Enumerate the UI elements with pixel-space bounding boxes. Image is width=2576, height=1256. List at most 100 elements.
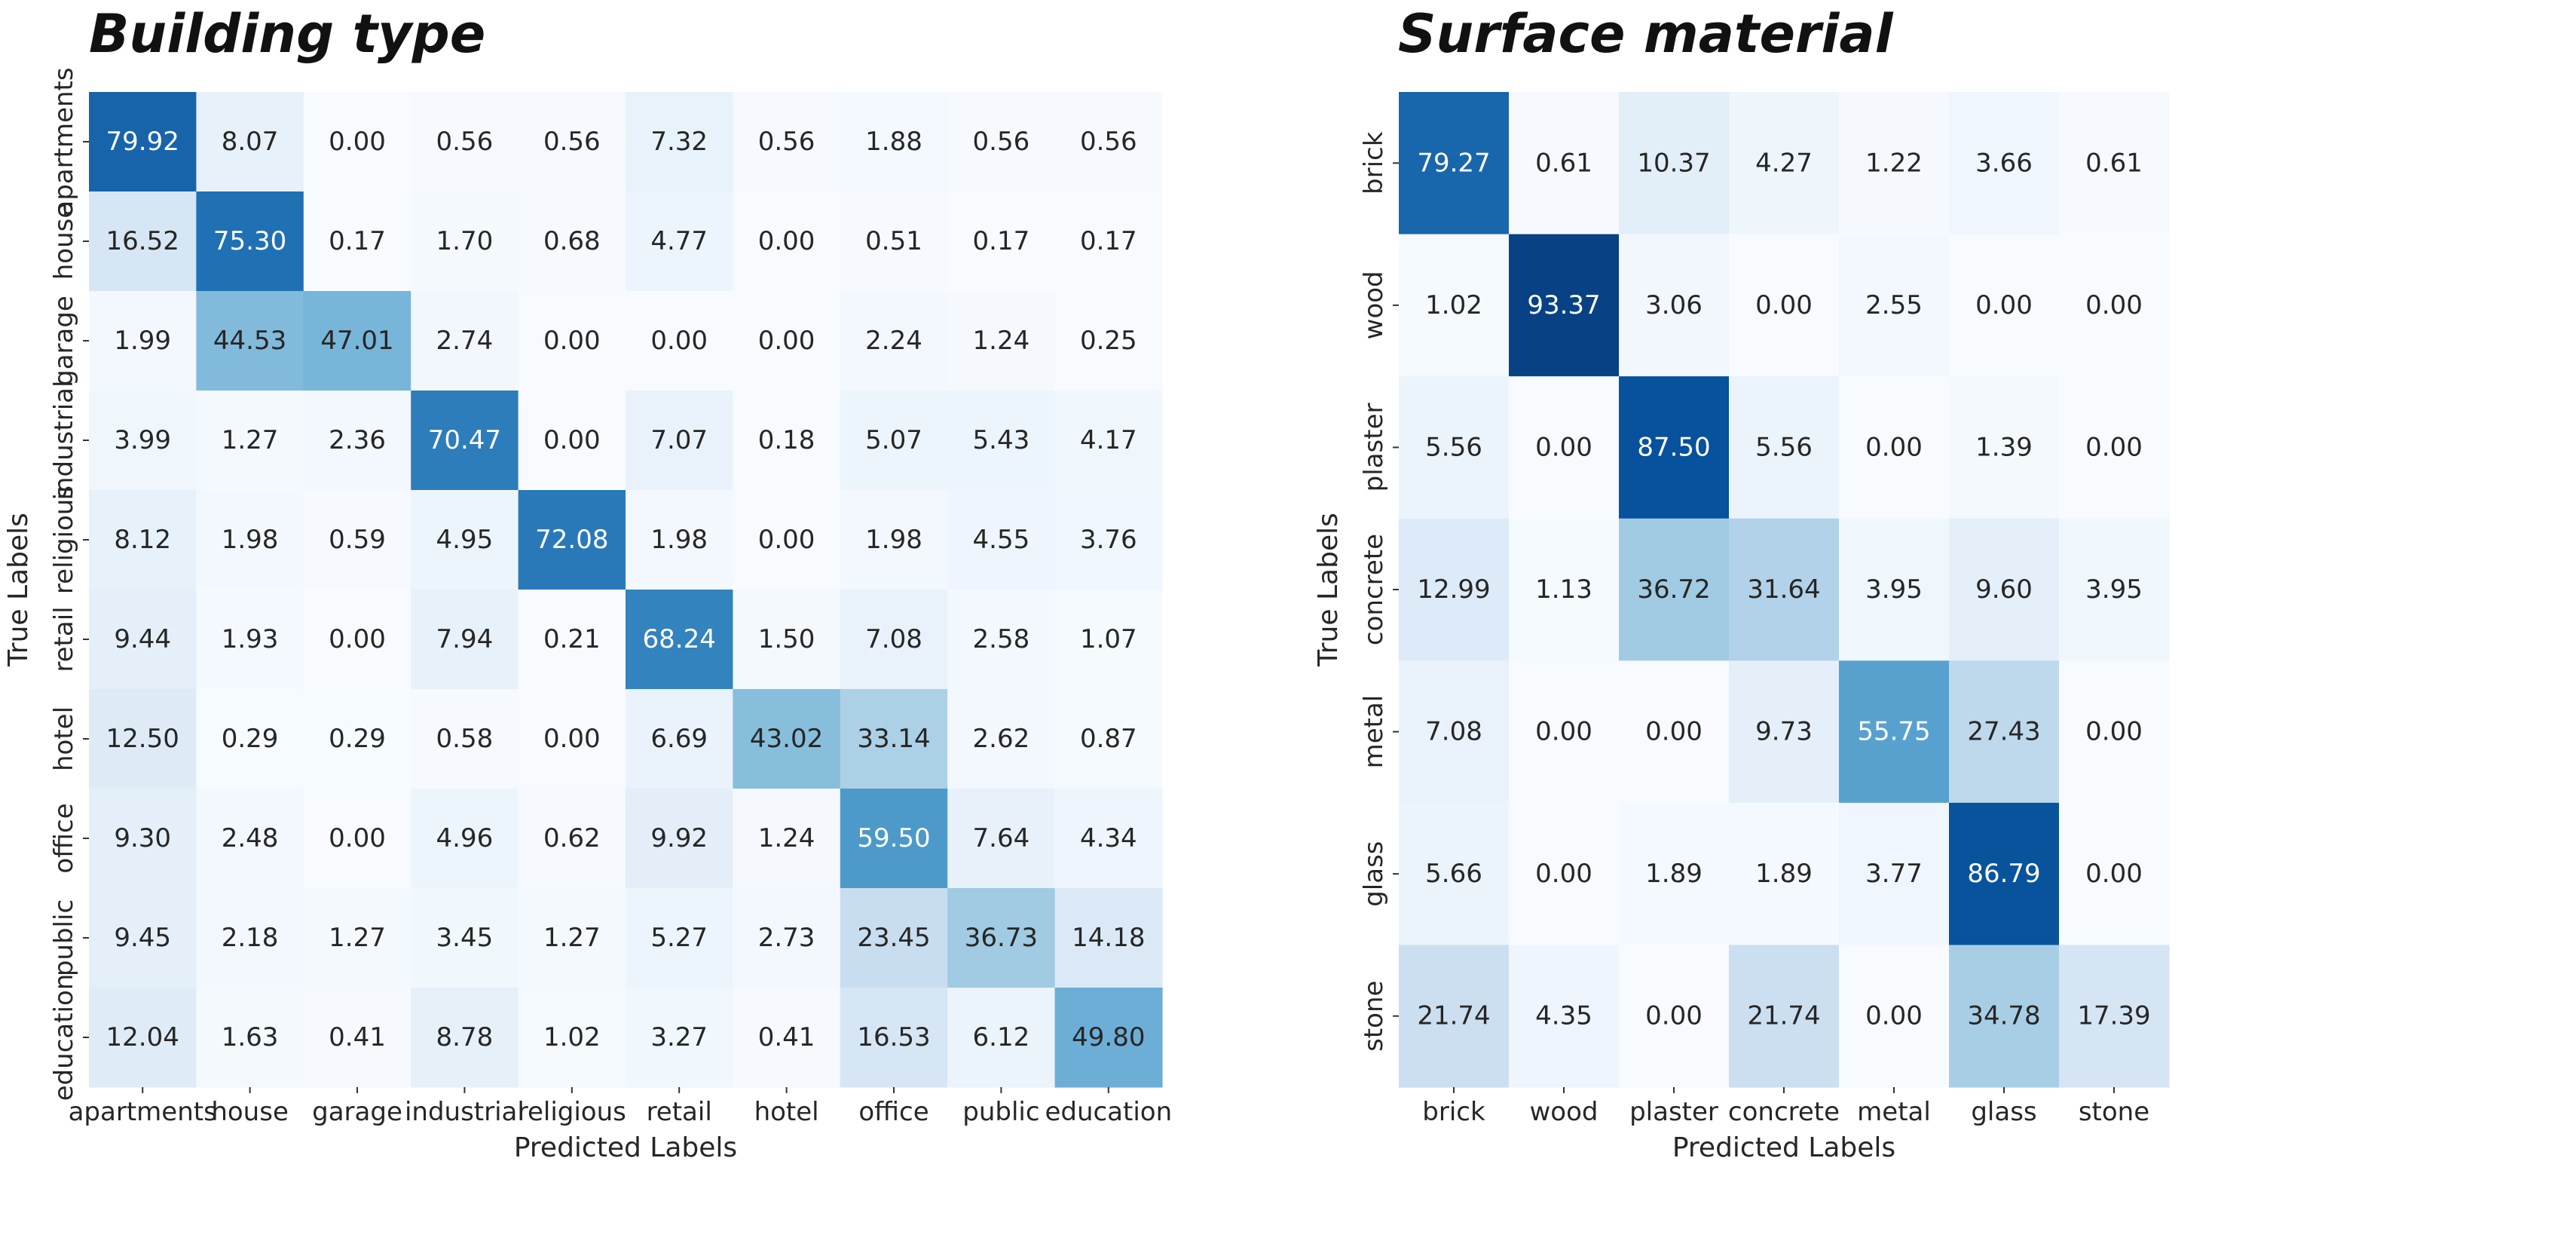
cell-value-label: 31.64 — [1747, 574, 1820, 605]
cell-value-label: 0.00 — [329, 624, 386, 654]
cell-stone-plaster — [1619, 945, 1730, 1088]
cell-value-label: 2.48 — [222, 823, 279, 853]
cell-religious-garage — [303, 490, 411, 590]
cell-office-education — [1054, 789, 1163, 889]
cell-hotel-house — [196, 689, 304, 789]
cell-industrial-apartments — [89, 391, 197, 491]
cell-plaster-glass — [1949, 376, 2060, 519]
cell-value-label: 10.37 — [1637, 148, 1710, 178]
cell-value-label: 0.59 — [329, 525, 386, 555]
y-tick-label-apartments: apartments — [49, 67, 79, 216]
x-tick-label-religious: religious — [518, 1097, 626, 1127]
cell-value-label: 0.25 — [1080, 326, 1137, 356]
cell-retail-garage — [303, 590, 411, 690]
cell-value-label: 0.00 — [543, 326, 601, 356]
cell-office-industrial — [411, 789, 519, 889]
cell-industrial-garage — [303, 391, 411, 491]
cell-apartments-garage — [303, 92, 411, 192]
cell-office-office — [840, 789, 948, 889]
cell-industrial-retail — [626, 391, 733, 491]
cell-metal-plaster — [1619, 660, 1730, 804]
cell-value-label: 12.99 — [1417, 574, 1490, 605]
cell-concrete-metal — [1839, 518, 1950, 661]
cell-concrete-wood — [1509, 518, 1620, 661]
cell-metal-glass — [1949, 660, 2060, 804]
cell-retail-religious — [518, 590, 626, 690]
cell-glass-concrete — [1729, 802, 1840, 946]
cell-public-hotel — [733, 888, 841, 988]
x-tick-label-apartments: apartments — [69, 1097, 217, 1127]
cell-value-label: 9.30 — [114, 823, 171, 853]
y-tick-label-garage: garage — [49, 296, 79, 386]
cell-value-label: 0.21 — [543, 624, 601, 654]
cell-value-label: 1.70 — [436, 226, 494, 256]
cell-value-label: 2.62 — [973, 724, 1030, 754]
cell-value-label: 0.56 — [436, 127, 494, 157]
cell-value-label: 3.76 — [1080, 525, 1137, 555]
cell-value-label: 36.73 — [965, 923, 1038, 953]
cell-value-label: 5.27 — [650, 923, 708, 953]
x-tick-label-stone: stone — [2079, 1097, 2149, 1127]
cell-industrial-education — [1054, 391, 1163, 491]
cell-brick-glass — [1949, 92, 2060, 235]
cell-value-label: 21.74 — [1747, 1001, 1820, 1031]
cell-value-label: 0.00 — [2085, 717, 2143, 747]
cell-plaster-brick — [1399, 376, 1510, 519]
cell-value-label: 4.34 — [1080, 823, 1137, 853]
y-tick-label-public: public — [49, 899, 79, 976]
cell-value-label: 0.00 — [1535, 859, 1592, 889]
cell-metal-wood — [1509, 660, 1620, 804]
cell-value-label: 16.53 — [857, 1022, 930, 1052]
cell-public-office — [840, 888, 948, 988]
cell-value-label: 1.89 — [1645, 859, 1703, 889]
cell-value-label: 6.69 — [650, 724, 708, 754]
cell-value-label: 5.07 — [865, 425, 922, 455]
cell-value-label: 5.66 — [1425, 859, 1482, 889]
cell-value-label: 2.58 — [973, 624, 1030, 654]
x-tick-label-office: office — [858, 1097, 929, 1127]
cell-value-label: 0.00 — [1645, 1001, 1703, 1031]
cell-value-label: 3.66 — [1975, 148, 2033, 178]
cell-value-label: 2.18 — [222, 923, 279, 953]
cell-religious-house — [196, 490, 304, 590]
cell-education-office — [840, 988, 948, 1088]
cell-value-label: 0.29 — [222, 724, 279, 754]
cell-value-label: 47.01 — [320, 326, 393, 356]
cell-value-label: 72.08 — [535, 525, 608, 555]
cell-value-label: 9.44 — [114, 624, 171, 654]
cell-value-label: 1.63 — [222, 1022, 279, 1052]
cell-apartments-public — [947, 92, 1056, 192]
cell-religious-apartments — [89, 490, 197, 590]
cell-value-label: 3.45 — [436, 923, 494, 953]
cell-value-label: 43.02 — [750, 724, 823, 754]
cell-value-label: 79.92 — [106, 127, 179, 157]
cell-brick-wood — [1509, 92, 1620, 235]
cell-stone-metal — [1839, 945, 1950, 1088]
cell-retail-office — [840, 590, 948, 690]
y-tick-label-wood: wood — [1359, 271, 1389, 339]
cell-religious-retail — [626, 490, 733, 590]
cell-value-label: 0.00 — [1755, 290, 1813, 320]
cell-value-label: 4.17 — [1080, 425, 1137, 455]
cell-value-label: 0.00 — [758, 525, 815, 555]
cell-value-label: 1.98 — [650, 525, 708, 555]
cell-office-retail — [626, 789, 733, 889]
y-tick-label-stone: stone — [1359, 981, 1389, 1052]
cell-concrete-brick — [1399, 518, 1510, 661]
x-tick-label-public: public — [962, 1097, 1039, 1127]
cell-retail-apartments — [89, 590, 197, 690]
cell-value-label: 8.12 — [114, 525, 171, 555]
cell-garage-garage — [303, 291, 411, 391]
cell-brick-brick — [1399, 92, 1510, 235]
cell-value-label: 1.93 — [222, 624, 279, 654]
x-tick-label-brick: brick — [1422, 1097, 1485, 1127]
cell-value-label: 2.36 — [329, 425, 386, 455]
cell-value-label: 0.00 — [650, 326, 708, 356]
cell-stone-glass — [1949, 945, 2060, 1088]
cell-education-public — [947, 988, 1056, 1088]
cell-apartments-office — [840, 92, 948, 192]
x-tick-label-industrial: industrial — [405, 1097, 525, 1127]
cell-value-label: 1.02 — [543, 1022, 601, 1052]
cell-hotel-religious — [518, 689, 626, 789]
